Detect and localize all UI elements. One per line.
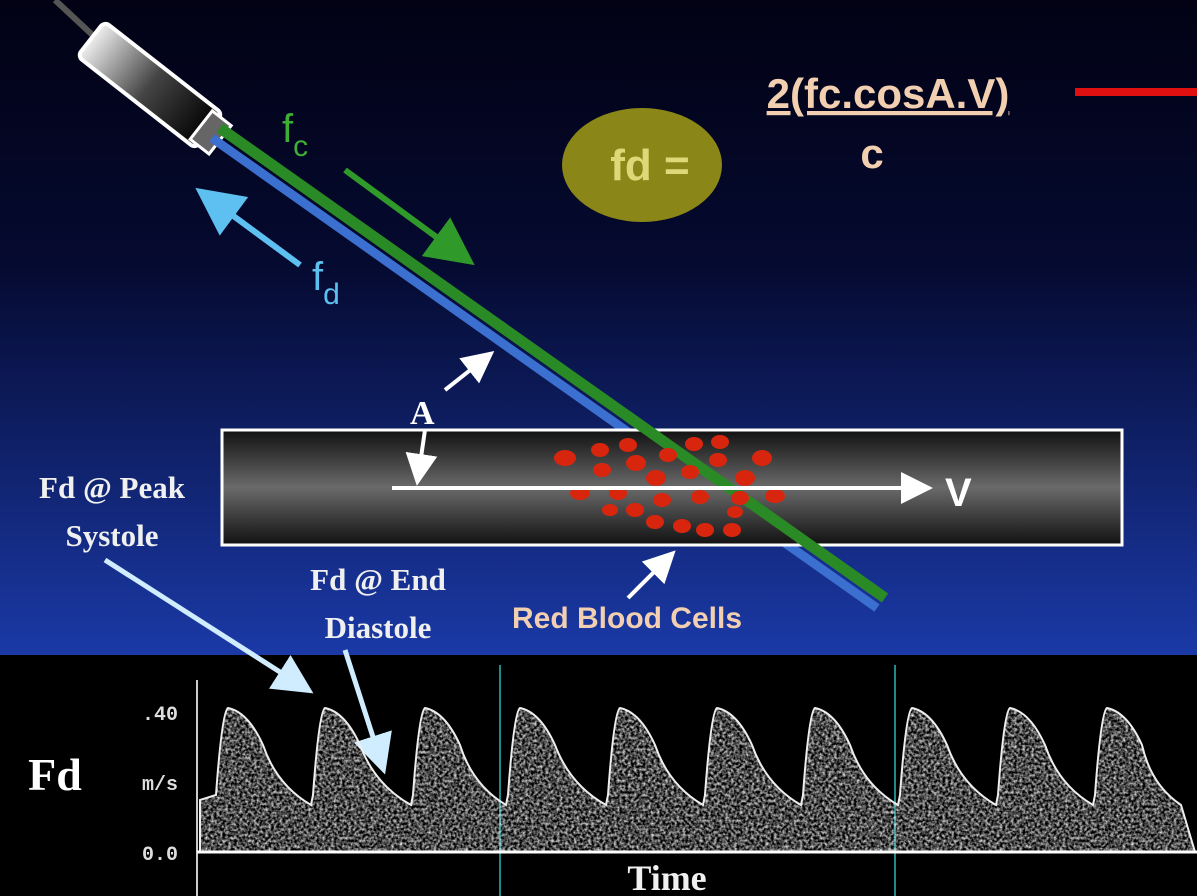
unit-label: m/s — [142, 774, 178, 797]
formula-numerator: 2(fc.cosA.V) — [767, 70, 1010, 117]
top-tick: .40 — [142, 704, 178, 727]
cells-label: Red Blood Cells — [512, 602, 742, 635]
slide: fc fd fd = 2(fc.cosA.V) c V A Red Blood … — [0, 0, 1197, 896]
y-label: Fd — [28, 749, 82, 800]
bottom-tick: 0.0 — [142, 844, 178, 867]
label-sub: c — [293, 130, 308, 163]
callout-end: Fd @ End — [310, 562, 446, 597]
formula-denominator: c — [860, 130, 883, 177]
velocity-label: V — [945, 471, 972, 515]
callout-peak: Systole — [66, 518, 159, 553]
callout-end: Diastole — [325, 610, 432, 645]
angle-label: A — [410, 395, 435, 432]
label-sub: d — [323, 278, 340, 311]
x-label: Time — [627, 858, 706, 896]
callout-peak: Fd @ Peak — [39, 470, 186, 505]
formula-lhs: fd = — [610, 141, 689, 190]
